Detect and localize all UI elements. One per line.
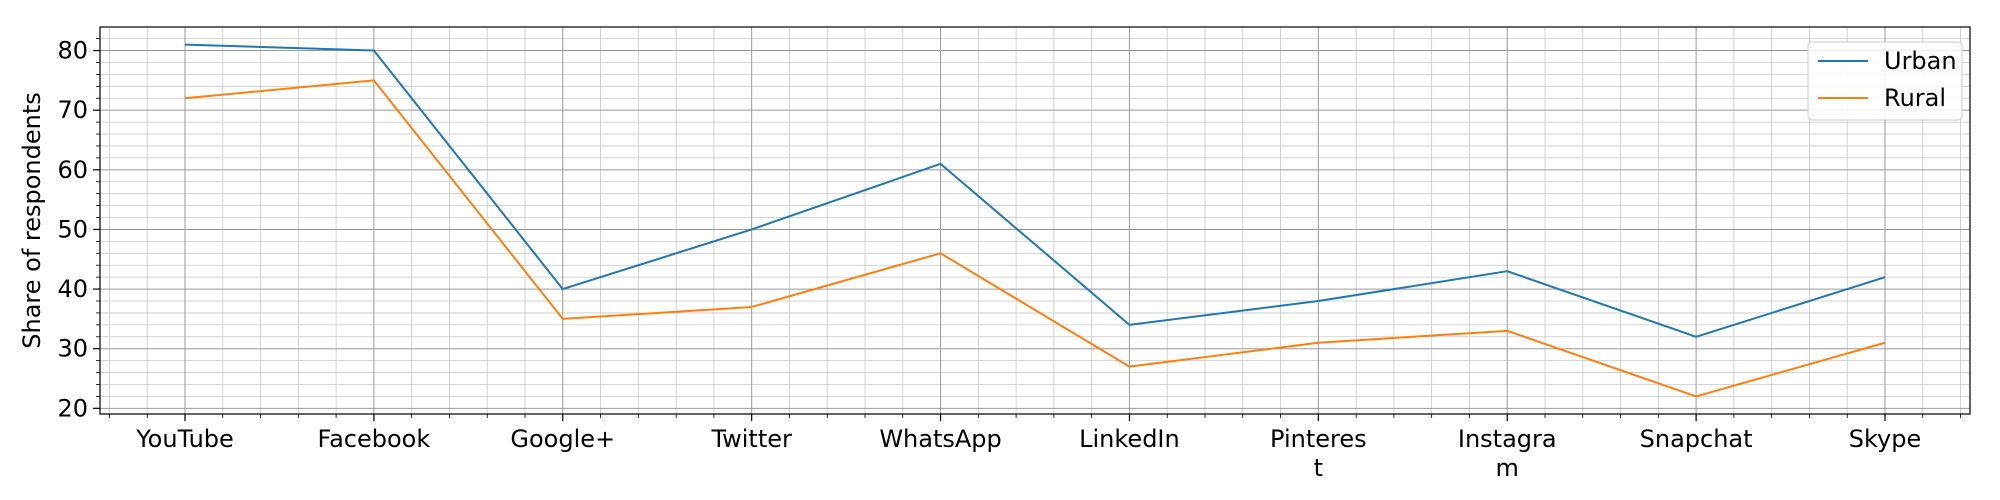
y-tick-label: 30 xyxy=(57,335,88,363)
x-tick-label-line: Facebook xyxy=(317,425,430,453)
legend-label-urban: Urban xyxy=(1884,47,1957,75)
y-tick-label: 40 xyxy=(57,275,88,303)
x-tick-label-line: Twitter xyxy=(710,425,792,453)
series-line-urban xyxy=(184,43,1886,338)
x-tick-label-line: WhatsApp xyxy=(879,425,1001,453)
legend-label-rural: Rural xyxy=(1884,84,1946,112)
x-tick-label-line: m xyxy=(1496,454,1519,482)
y-tick-label: 20 xyxy=(57,394,88,422)
x-tick-label: Skype xyxy=(1849,425,1921,453)
legend: Urban Rural xyxy=(1807,41,1963,121)
x-tick-label-line: t xyxy=(1314,454,1323,482)
y-tick-label: 60 xyxy=(57,156,88,184)
x-tick-label-line: Snapchat xyxy=(1640,425,1753,453)
x-tick-label-line: Pinteres xyxy=(1270,425,1367,453)
x-tick-label: LinkedIn xyxy=(1079,425,1180,453)
y-tick-labels: 20 30 40 50 60 70 80 xyxy=(57,37,88,423)
x-tick-label: YouTube xyxy=(135,425,234,453)
x-tick-label-line: LinkedIn xyxy=(1079,425,1180,453)
series-line-rural xyxy=(184,79,1886,398)
x-tick-label: Facebook xyxy=(317,425,430,453)
plot-frame xyxy=(99,26,1971,415)
series-lines xyxy=(184,43,1886,398)
minor-gridlines xyxy=(100,27,1970,414)
y-axis-title: Share of respondents xyxy=(18,92,46,349)
x-tick-labels: YouTube Facebook Google+ Twitter WhatsApp Lin… xyxy=(135,425,1921,482)
y-tick-label: 80 xyxy=(57,37,88,65)
x-tick-label: Instagra m xyxy=(1458,425,1557,482)
x-tick-label-line: Skype xyxy=(1849,425,1921,453)
x-tick-label: WhatsApp xyxy=(879,425,1001,453)
x-tick-label: Snapchat xyxy=(1640,425,1753,453)
y-tick-label: 70 xyxy=(57,96,88,124)
major-gridlines xyxy=(100,27,1970,414)
x-tick-label: Twitter xyxy=(710,425,792,453)
x-tick-label: Pinteres t xyxy=(1270,425,1367,482)
x-tick-label-line: Google+ xyxy=(510,425,615,453)
x-tick-label-line: Instagra xyxy=(1458,425,1557,453)
axis-ticks xyxy=(93,38,1961,421)
x-tick-label-line: YouTube xyxy=(135,425,234,453)
y-tick-label: 50 xyxy=(57,215,88,243)
x-tick-label: Google+ xyxy=(510,425,615,453)
